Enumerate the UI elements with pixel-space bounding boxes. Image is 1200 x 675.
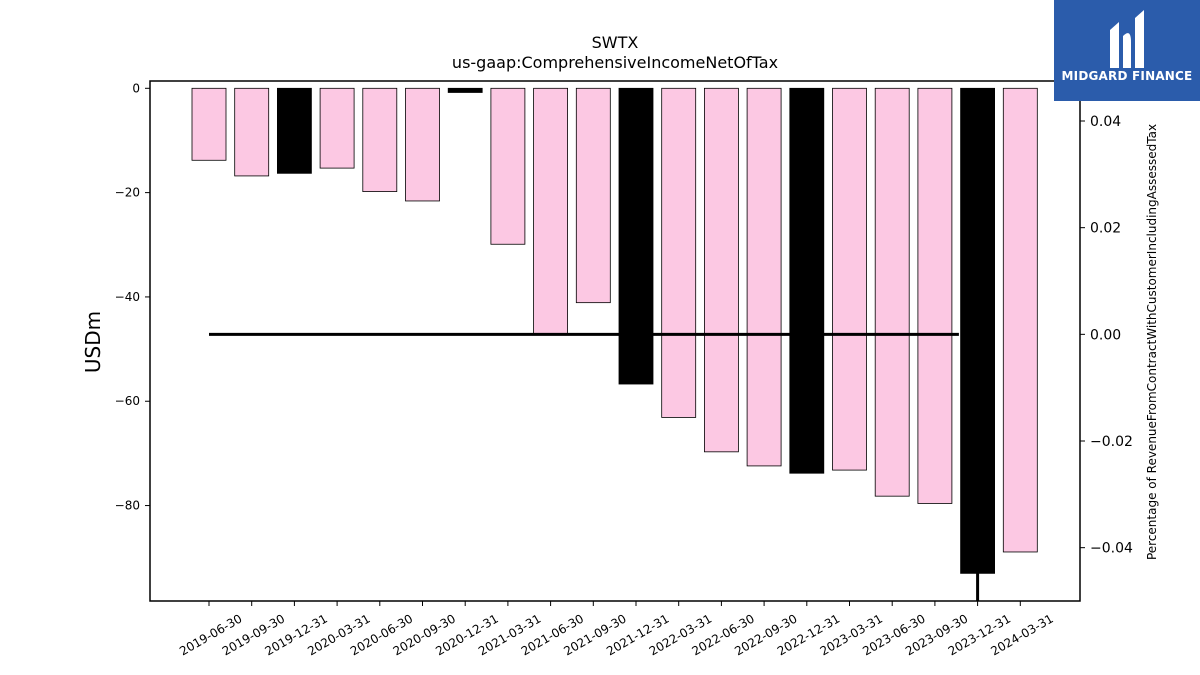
bar (746, 87, 782, 467)
bar (917, 87, 953, 504)
bar (490, 87, 526, 245)
bar (789, 87, 825, 474)
y-right-tick-label: 0.02 (1090, 221, 1121, 237)
y-tick-label: −80 (115, 499, 140, 513)
y-tick-label: 0 (132, 81, 140, 95)
y-right-tick-label: −0.04 (1090, 541, 1133, 557)
y-tick-label: −20 (115, 186, 140, 200)
bar (319, 87, 355, 169)
bars-group (191, 87, 1038, 574)
bar (191, 87, 227, 161)
y-right-tick-label: −0.02 (1090, 434, 1133, 450)
bar (1002, 87, 1038, 553)
bar (405, 87, 440, 202)
bar (874, 87, 910, 497)
bar (234, 87, 270, 177)
y-axis-label: USDm (81, 311, 105, 373)
y-axis-right-label: Percentage of RevenueFromContractWithCus… (1145, 124, 1159, 560)
chart-title: SWTX (592, 33, 639, 52)
y-right-tick-label: 0.00 (1090, 327, 1121, 343)
y-tick-label: −60 (115, 394, 140, 408)
bar (618, 87, 654, 385)
bar (362, 87, 398, 192)
brand-logo: MIDGARD FINANCE (1054, 0, 1200, 101)
y-tick-label: −40 (115, 290, 140, 304)
bar (533, 87, 568, 335)
brand-name: MIDGARD FINANCE (1061, 69, 1193, 83)
chart-subtitle: us-gaap:ComprehensiveIncomeNetOfTax (452, 53, 778, 72)
percentage-series-group (209, 332, 980, 601)
bar (704, 87, 739, 453)
bar (447, 87, 483, 93)
bar (832, 87, 867, 471)
bar (960, 87, 995, 574)
y-right-tick-label: 0.04 (1090, 114, 1121, 130)
plot-frame (149, 80, 1081, 602)
bar (276, 87, 312, 174)
bar (661, 87, 697, 418)
bar (575, 87, 611, 304)
brand-mark-icon (1110, 10, 1144, 68)
